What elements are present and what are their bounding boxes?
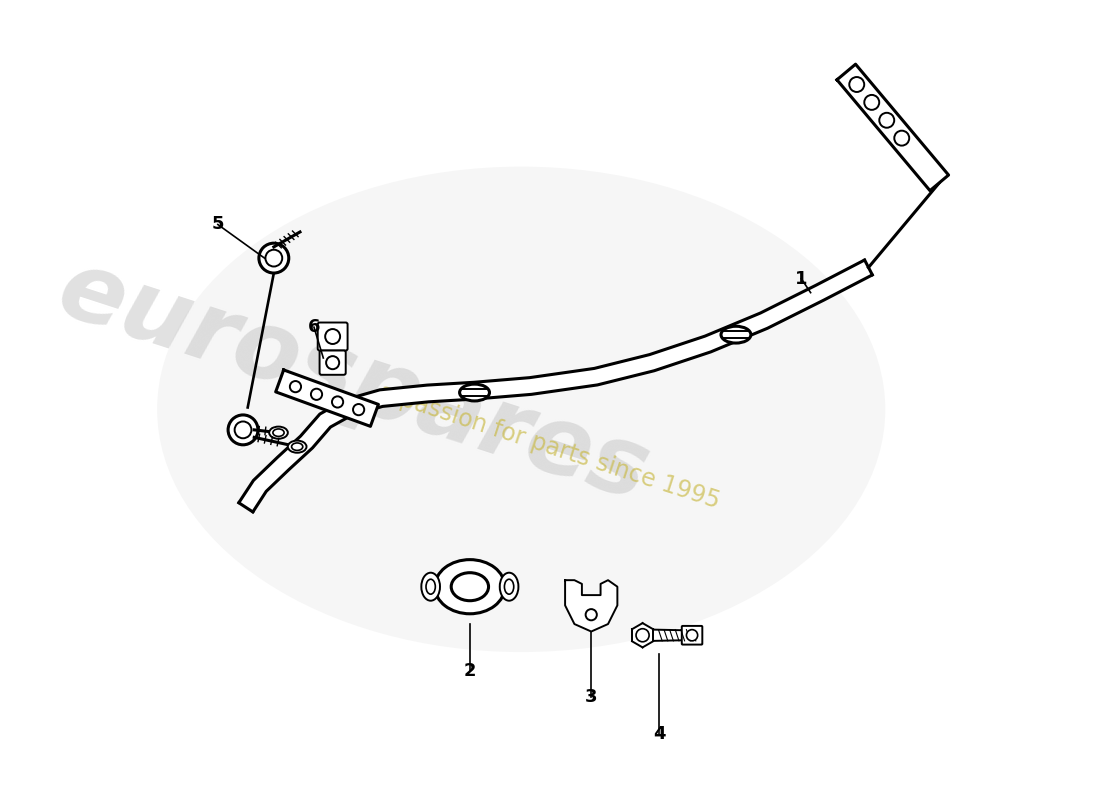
Circle shape bbox=[879, 113, 894, 128]
Text: 6: 6 bbox=[308, 318, 320, 336]
Ellipse shape bbox=[505, 579, 514, 594]
Polygon shape bbox=[837, 64, 948, 190]
Circle shape bbox=[686, 630, 697, 641]
Circle shape bbox=[258, 243, 289, 273]
Ellipse shape bbox=[273, 429, 284, 437]
Circle shape bbox=[326, 356, 339, 369]
Circle shape bbox=[326, 329, 340, 344]
Ellipse shape bbox=[292, 443, 302, 450]
Text: 1: 1 bbox=[795, 270, 807, 288]
Ellipse shape bbox=[451, 573, 488, 601]
Text: 5: 5 bbox=[211, 215, 224, 234]
Polygon shape bbox=[276, 370, 378, 426]
FancyBboxPatch shape bbox=[682, 626, 702, 645]
Circle shape bbox=[311, 389, 322, 400]
Ellipse shape bbox=[720, 326, 751, 343]
Circle shape bbox=[228, 415, 258, 445]
Circle shape bbox=[636, 629, 649, 642]
Ellipse shape bbox=[421, 573, 440, 601]
Ellipse shape bbox=[157, 166, 886, 652]
Polygon shape bbox=[632, 623, 653, 647]
Ellipse shape bbox=[270, 426, 288, 438]
Ellipse shape bbox=[460, 384, 490, 401]
FancyBboxPatch shape bbox=[318, 322, 348, 350]
Ellipse shape bbox=[426, 579, 436, 594]
Ellipse shape bbox=[499, 573, 518, 601]
Circle shape bbox=[332, 396, 343, 407]
Polygon shape bbox=[239, 260, 872, 512]
Circle shape bbox=[234, 422, 252, 438]
Ellipse shape bbox=[434, 560, 505, 614]
Circle shape bbox=[849, 77, 865, 92]
Text: 3: 3 bbox=[585, 688, 597, 706]
FancyBboxPatch shape bbox=[320, 350, 345, 374]
Polygon shape bbox=[565, 580, 617, 631]
Text: eurospares: eurospares bbox=[46, 242, 660, 521]
Text: 4: 4 bbox=[653, 725, 666, 743]
Text: 2: 2 bbox=[463, 662, 476, 680]
Circle shape bbox=[865, 95, 879, 110]
Circle shape bbox=[265, 250, 283, 266]
Circle shape bbox=[585, 609, 597, 620]
Text: a passion for parts since 1995: a passion for parts since 1995 bbox=[376, 380, 723, 514]
Ellipse shape bbox=[288, 441, 307, 453]
Circle shape bbox=[894, 130, 910, 146]
Polygon shape bbox=[654, 630, 700, 641]
Circle shape bbox=[353, 404, 364, 415]
Circle shape bbox=[290, 381, 301, 392]
